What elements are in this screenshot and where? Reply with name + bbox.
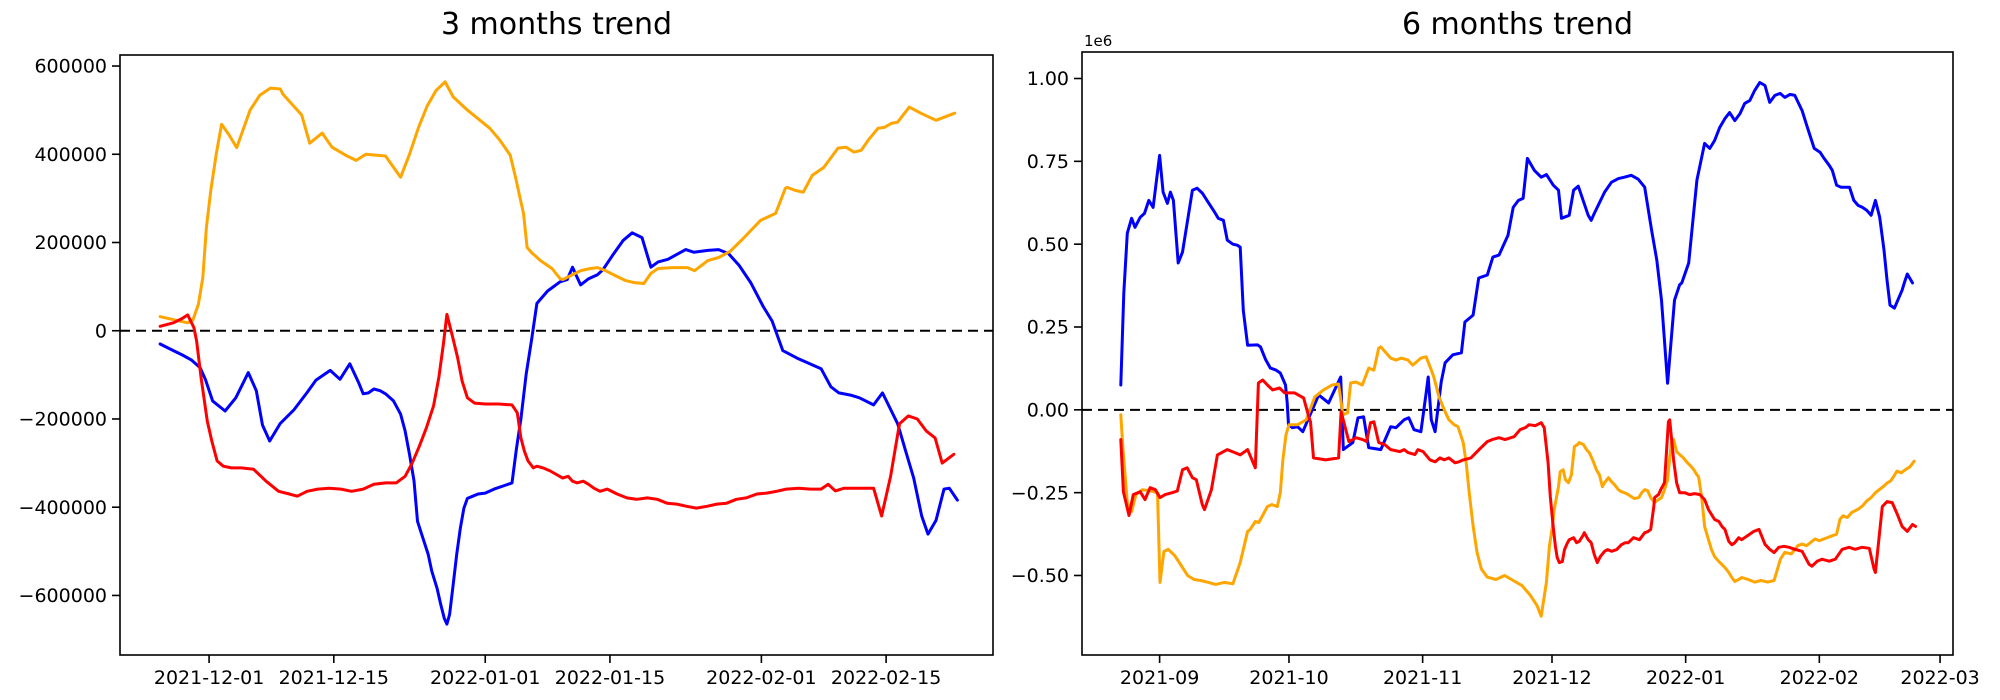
left-y-tick-label: −200000 bbox=[19, 409, 107, 431]
left-y-tick-label: 200000 bbox=[34, 232, 107, 254]
left-y-tick-label: 0 bbox=[95, 320, 107, 342]
right-x-tick-label: 2022-02 bbox=[1780, 667, 1859, 689]
right-y-tick-label: 0.25 bbox=[1027, 317, 1069, 339]
right-y-tick-label: 0.00 bbox=[1027, 399, 1069, 421]
right-x-tick-label: 2021-12 bbox=[1512, 667, 1591, 689]
left-series-blue-line bbox=[158, 231, 959, 626]
left-y-tick-label: −400000 bbox=[19, 497, 107, 519]
left-x-tick-label: 2022-01-15 bbox=[555, 667, 665, 689]
right-x-tick-label: 2021-10 bbox=[1249, 667, 1328, 689]
left-y-tick-label: 600000 bbox=[34, 56, 107, 78]
right-chart-title: 6 months trend bbox=[1401, 7, 1634, 42]
right-x-tick-label: 2022-01 bbox=[1646, 667, 1725, 689]
left-x-tick-label: 2022-01-01 bbox=[430, 667, 540, 689]
right-series-orange-line bbox=[1119, 345, 1916, 618]
right-plot-frame bbox=[1081, 51, 1954, 656]
left-x-tick-label: 2021-12-15 bbox=[279, 667, 389, 689]
right-x-tick-label: 2021-09 bbox=[1120, 667, 1199, 689]
right-y-tick-label: 1.00 bbox=[1027, 68, 1069, 90]
right-y-tick-label: 0.50 bbox=[1027, 234, 1069, 256]
left-plot-frame bbox=[119, 54, 994, 656]
right-y-tick-label: −0.25 bbox=[1011, 482, 1069, 504]
right-y-tick-label: −0.50 bbox=[1011, 565, 1069, 587]
left-chart-title: 3 months trend bbox=[440, 7, 673, 42]
right-x-tick-label: 2021-11 bbox=[1383, 667, 1462, 689]
right-y-tick-label: 0.75 bbox=[1027, 151, 1069, 173]
right-x-tick-label: 2022-03 bbox=[1900, 667, 1979, 689]
left-series-red-line bbox=[158, 312, 956, 518]
left-y-tick-label: 400000 bbox=[34, 144, 107, 166]
left-x-tick-label: 2022-02-01 bbox=[706, 667, 816, 689]
right-series-red-line bbox=[1119, 378, 1917, 574]
left-series-orange-line bbox=[158, 80, 957, 325]
right-axis-offset-label: 1e6 bbox=[1084, 32, 1112, 50]
left-y-tick-label: −600000 bbox=[19, 585, 107, 607]
right-series-blue-line bbox=[1119, 81, 1914, 452]
left-x-tick-label: 2022-02-15 bbox=[831, 667, 941, 689]
left-x-tick-label: 2021-12-01 bbox=[154, 667, 264, 689]
